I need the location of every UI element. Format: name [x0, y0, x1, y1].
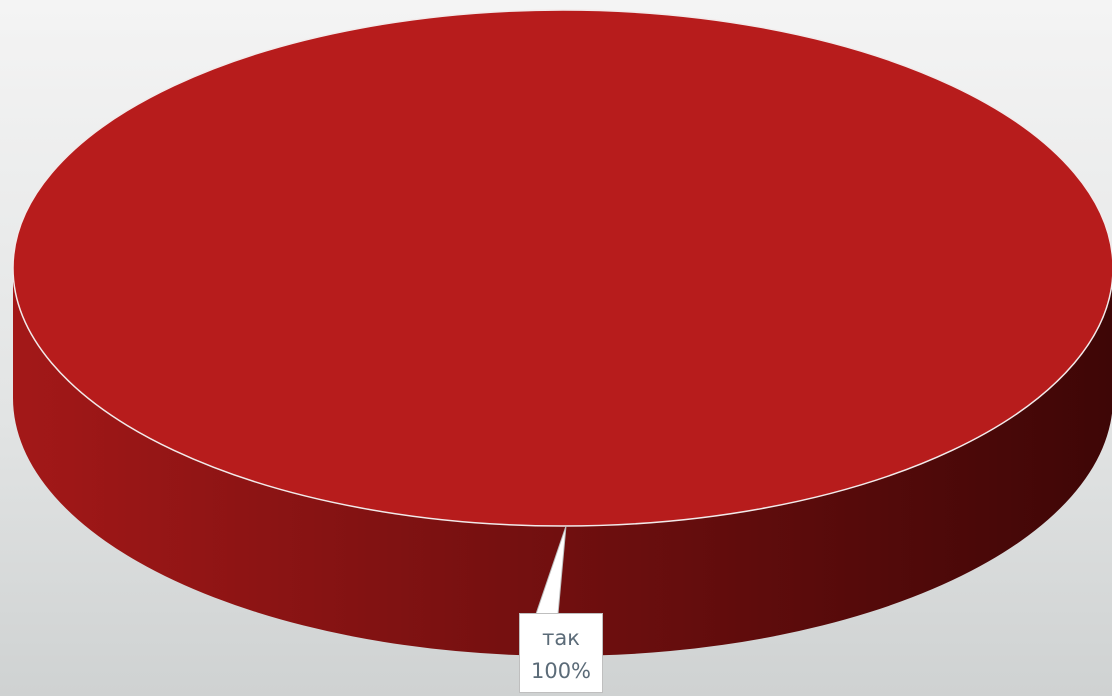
pie-slice-0 — [12, 9, 1112, 527]
data-label-category: так — [542, 626, 580, 650]
data-label-value: 100% — [530, 659, 592, 683]
pie-slice-side-0 — [13, 268, 1112, 656]
data-label-tak: так 100% — [519, 613, 603, 693]
